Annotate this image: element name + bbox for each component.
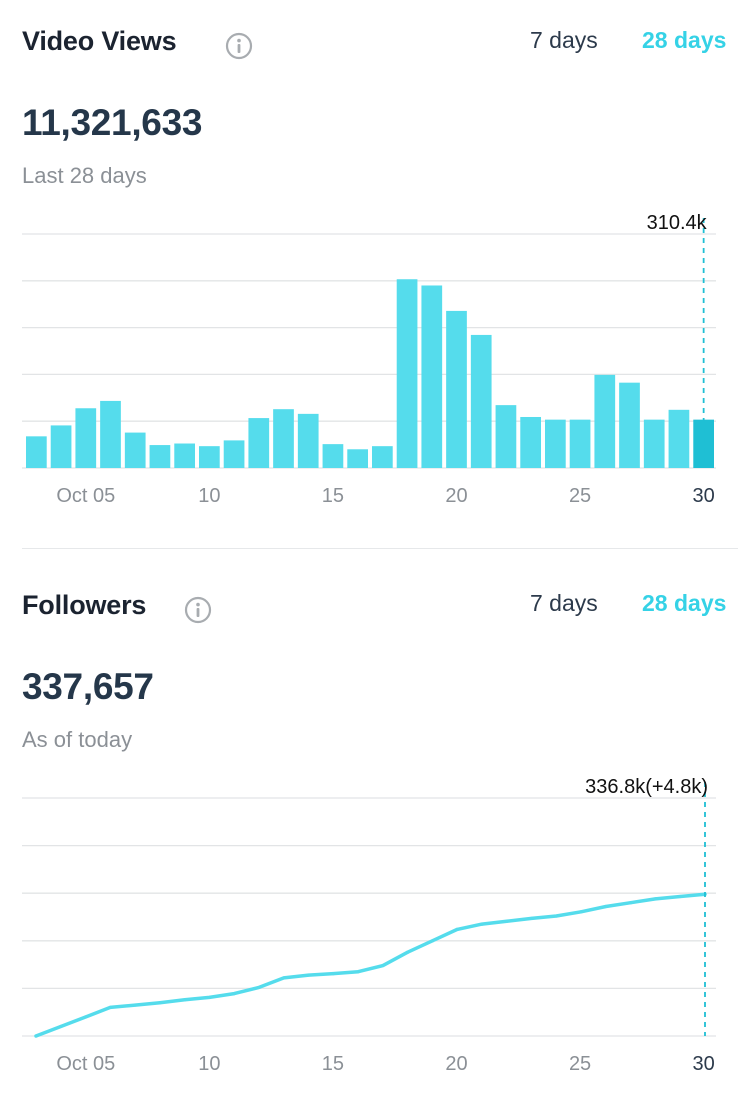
data-point[interactable] [480,922,484,926]
data-point[interactable] [455,927,459,931]
bar[interactable] [619,382,640,468]
bar[interactable] [149,445,171,468]
x-tick-label: 15 [322,485,344,507]
bar[interactable] [495,405,517,468]
bar[interactable] [199,446,220,468]
video-views-total: 11,321,633 [22,102,203,143]
bar[interactable] [297,413,319,468]
bar[interactable] [322,444,344,468]
followers-title: Followers [22,590,147,620]
followers-line [34,892,707,1038]
x-tick-label: 15 [322,1053,344,1075]
data-point[interactable] [653,897,658,901]
data-point[interactable] [257,985,261,990]
data-point[interactable] [505,919,509,923]
x-tick-label: 20 [445,1053,467,1075]
data-point[interactable] [678,894,682,899]
bar[interactable] [396,279,418,468]
followers-section: Followers 7 days 28 days 337,657 As of t… [0,560,752,1098]
info-icon[interactable] [225,32,253,60]
x-tick-label: 10 [198,1053,220,1075]
data-point[interactable] [306,973,311,977]
data-point[interactable] [529,916,534,921]
bar[interactable] [470,334,492,468]
data-point[interactable] [83,1015,88,1019]
data-point[interactable] [430,939,435,943]
bar[interactable] [569,419,591,468]
video-views-section: Video Views 7 days 28 days 11,321,633 La… [22,26,727,507]
bar[interactable] [643,419,665,468]
bar[interactable] [26,436,47,468]
x-tick-label: 25 [569,1053,591,1075]
data-point[interactable] [282,976,286,980]
video-views-bar-chart: 310.4k Oct 05 10 15 20 25 30 [22,212,716,507]
bar[interactable] [50,425,72,468]
video-views-subtitle: Last 28 days [22,163,147,188]
data-point[interactable] [381,963,385,968]
tab-28-days[interactable]: 28 days [642,590,727,616]
bar[interactable] [124,432,146,468]
data-point[interactable] [158,1001,162,1005]
bar[interactable] [248,418,270,468]
x-tick-label: 30 [693,1053,715,1075]
bar[interactable] [421,285,443,468]
tab-7-days[interactable]: 7 days [530,27,598,53]
x-tick-label: Oct 05 [56,485,115,507]
bar[interactable] [273,409,294,468]
selected-value-label: 336.8k(+4.8k) [585,776,708,798]
bar[interactable] [693,419,714,468]
data-point[interactable] [232,992,236,996]
data-point[interactable] [108,1005,112,1010]
bar[interactable] [174,443,195,468]
x-tick-label: 10 [198,485,220,507]
bar[interactable] [372,446,393,468]
data-point[interactable] [579,910,583,914]
data-point[interactable] [59,1024,63,1029]
tab-28-days[interactable]: 28 days [642,27,727,53]
bar[interactable] [75,408,97,468]
tab-7-days[interactable]: 7 days [530,590,598,616]
bar[interactable] [347,449,368,468]
x-tick-label: 30 [693,485,715,507]
data-point[interactable] [207,995,212,1000]
bar[interactable] [223,440,245,468]
followers-line-chart: 336.8k(+4.8k) Oct 05 10 15 20 25 30 [22,776,716,1075]
data-point[interactable] [133,1003,137,1007]
data-point[interactable] [604,904,608,909]
followers-total: 337,657 [22,666,154,707]
section-divider [22,548,738,549]
data-point[interactable] [183,998,187,1002]
bar[interactable] [545,419,566,468]
bar[interactable] [520,416,541,468]
bar[interactable] [446,310,467,468]
bar[interactable] [668,409,690,468]
x-tick-label: 25 [569,485,591,507]
x-tick-label: 20 [445,485,467,507]
followers-subtitle: As of today [22,727,133,752]
bar[interactable] [594,374,616,468]
data-point[interactable] [406,950,410,954]
x-tick-label: Oct 05 [56,1053,115,1075]
video-views-title: Video Views [22,26,177,56]
data-point[interactable] [554,914,558,918]
data-point[interactable] [34,1034,38,1038]
selected-value-label: 310.4k [647,212,708,234]
info-icon[interactable] [184,596,212,624]
bar[interactable] [100,400,121,468]
data-point[interactable] [331,972,335,976]
data-point[interactable] [356,970,360,974]
data-point[interactable] [629,901,633,905]
